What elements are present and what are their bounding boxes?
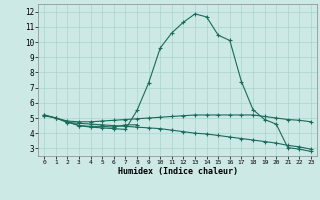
X-axis label: Humidex (Indice chaleur): Humidex (Indice chaleur) — [118, 167, 238, 176]
